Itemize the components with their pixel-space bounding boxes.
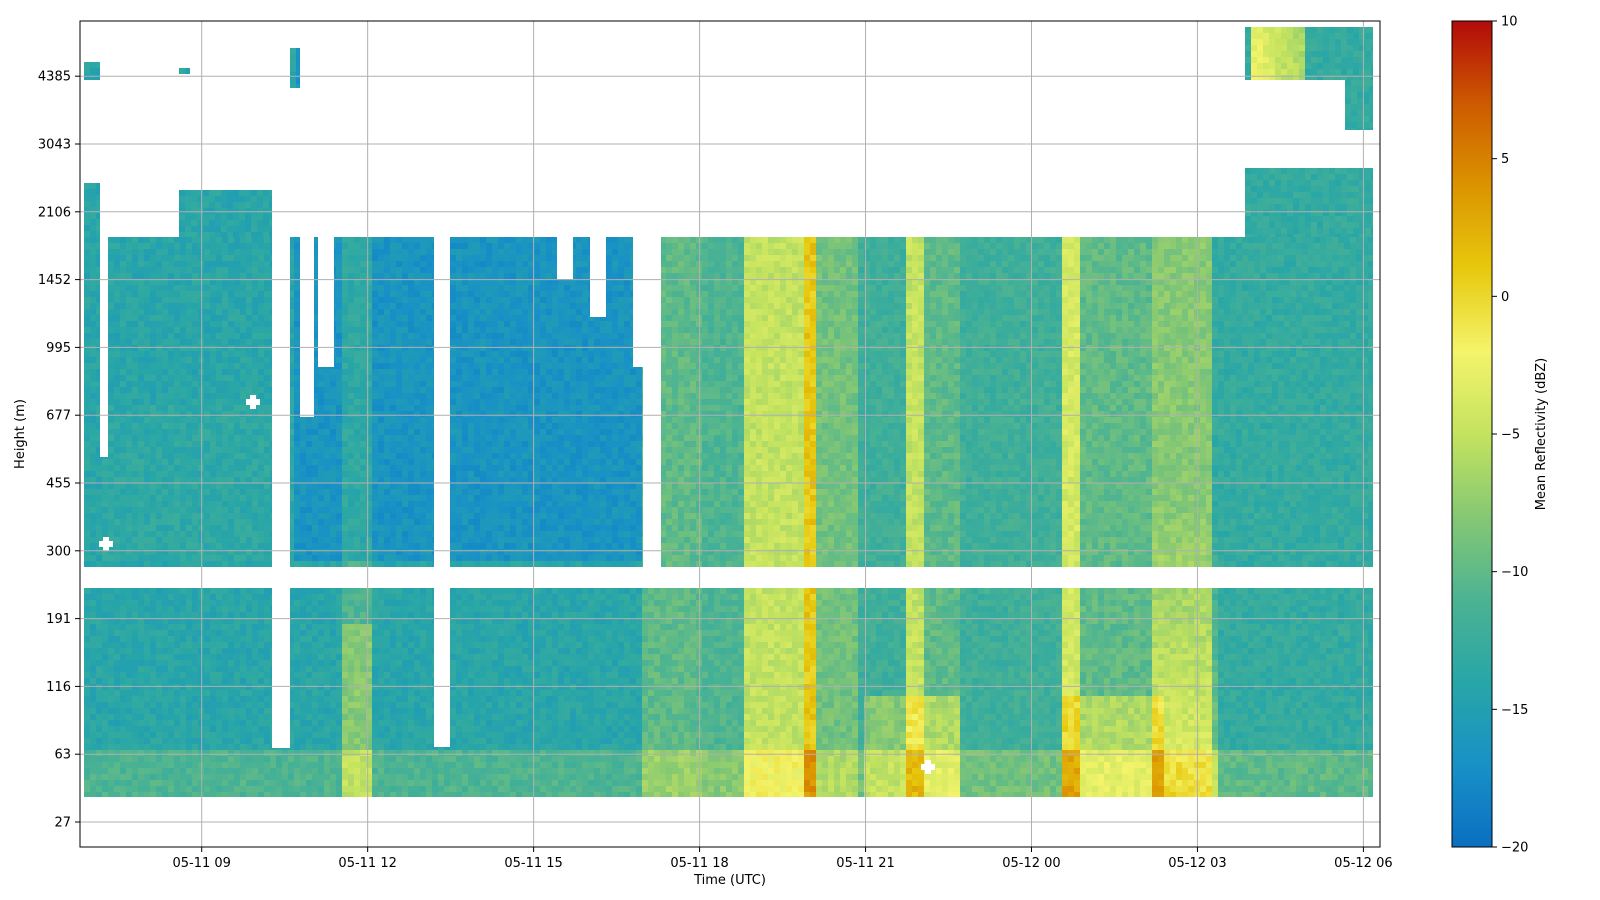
y-tick-label: 63 <box>54 748 71 763</box>
x-tick-label: 05-11 18 <box>670 856 728 871</box>
colorbar-tick-label: −10 <box>1501 565 1528 580</box>
y-tick-label: 2106 <box>38 205 71 220</box>
x-tick-label: 05-11 21 <box>836 856 894 871</box>
colorbar <box>1451 20 1493 848</box>
x-tick-label: 05-12 06 <box>1334 856 1392 871</box>
y-axis-ticks: 27 63 116 191 300 455 677 995 1452 2106 3043 4385 <box>38 70 80 831</box>
colorbar-tick-label: 0 <box>1501 290 1509 305</box>
y-tick-label: 4385 <box>38 70 71 85</box>
y-tick-label: 995 <box>46 341 71 356</box>
y-tick-label: 300 <box>46 544 71 559</box>
heatmap-image <box>84 27 1373 797</box>
x-axis-label: Time (UTC) <box>693 873 766 888</box>
colorbar-tick-label: −15 <box>1501 703 1528 718</box>
colorbar-label: Mean Reflectivity (dBZ) <box>1534 358 1549 511</box>
y-tick-label: 27 <box>54 816 71 831</box>
grid-lines <box>80 21 1380 847</box>
colorbar-ticks: −20 −15 −10 −5 0 5 10 <box>1492 15 1528 856</box>
x-tick-label: 05-11 09 <box>172 856 230 871</box>
plot-frame <box>79 20 1381 848</box>
colorbar-tick-label: −20 <box>1501 841 1528 856</box>
y-tick-label: 191 <box>46 612 71 627</box>
y-tick-label: 455 <box>46 477 71 492</box>
x-tick-label: 05-11 15 <box>504 856 562 871</box>
y-tick-label: 116 <box>46 680 71 695</box>
y-axis-label: Height (m) <box>13 399 28 469</box>
colorbar-tick-label: −5 <box>1501 428 1520 443</box>
y-tick-label: 3043 <box>38 138 71 153</box>
x-tick-label: 05-12 00 <box>1002 856 1060 871</box>
x-tick-label: 05-12 03 <box>1168 856 1226 871</box>
no-data-gaps <box>84 183 1374 774</box>
colorbar-tick-label: 10 <box>1501 15 1518 30</box>
y-tick-label: 1452 <box>38 273 71 288</box>
x-axis-ticks: 05-11 09 05-11 12 05-11 15 05-11 18 05-11 21… <box>172 847 1393 871</box>
y-tick-label: 677 <box>46 409 71 424</box>
colorbar-tick-label: 5 <box>1501 152 1509 167</box>
x-tick-label: 05-11 12 <box>338 856 396 871</box>
